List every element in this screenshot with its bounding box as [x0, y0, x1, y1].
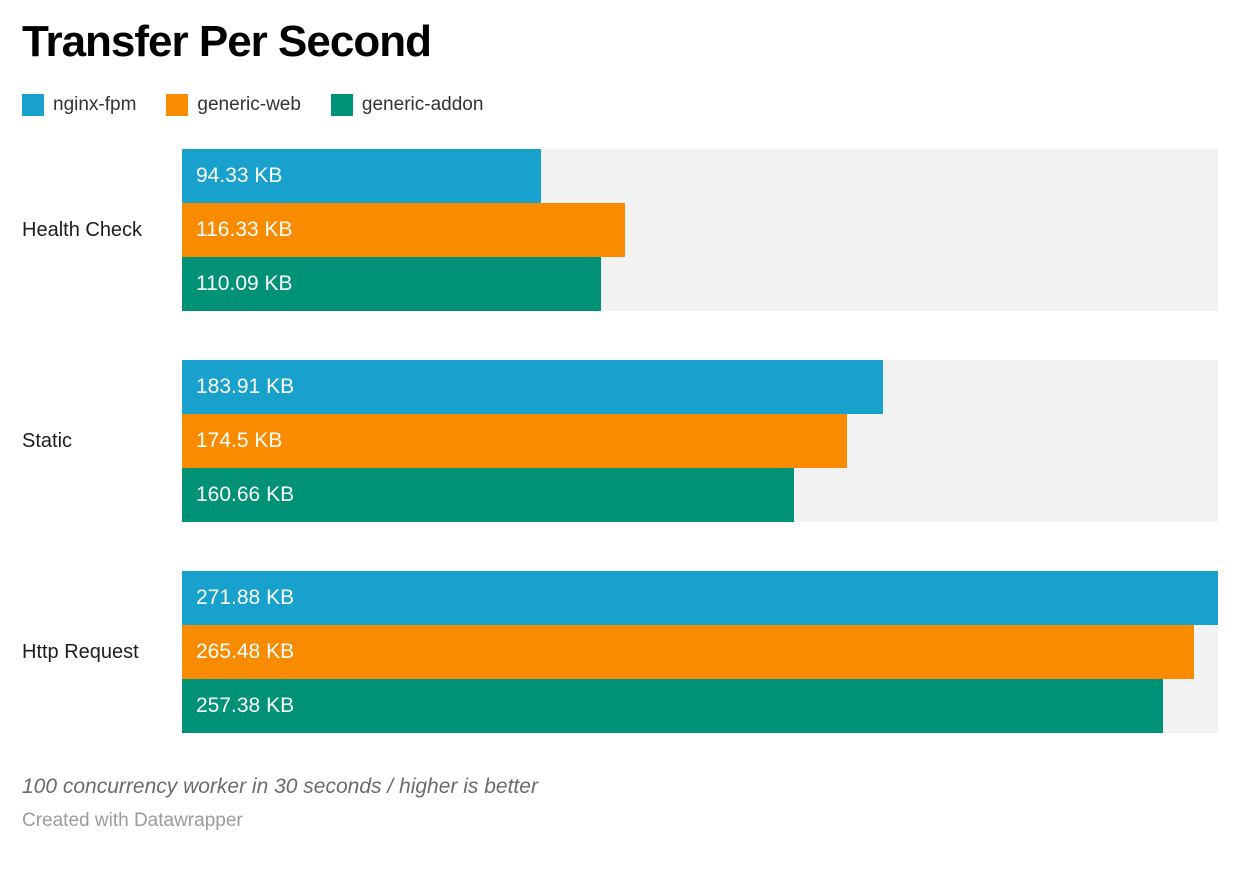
category-label-static: Static [22, 429, 73, 452]
legend-label-generic-web: generic-web [197, 94, 301, 116]
bar-http-request-generic-addon: 257.38 KB [182, 679, 1163, 734]
bar-track: 110.09 KB [182, 257, 1218, 312]
bar-group-health-check: Health Check 94.33 KB 116.33 KB 110.09 K… [22, 149, 1218, 312]
bar-value-label: 265.48 KB [196, 640, 295, 664]
bar-group-static: Static 183.91 KB 174.5 KB 160.66 KB [22, 360, 1218, 523]
bar-static-generic-addon: 160.66 KB [182, 468, 795, 523]
bar-static-nginx-fpm: 183.91 KB [182, 360, 883, 415]
bar-track: 174.5 KB [182, 414, 1218, 469]
legend-item-nginx-fpm: nginx-fpm [22, 94, 137, 117]
bar-value-label: 94.33 KB [196, 164, 283, 188]
bar-http-request-nginx-fpm: 271.88 KB [182, 571, 1218, 626]
bar-value-label: 257.38 KB [196, 694, 295, 718]
legend-item-generic-addon: generic-addon [330, 94, 484, 117]
bar-value-label: 110.09 KB [196, 272, 293, 296]
bar-group-bars: 94.33 KB 116.33 KB 110.09 KB [182, 149, 1218, 312]
bar-static-generic-web: 174.5 KB [182, 414, 847, 469]
legend-swatch-generic-addon [330, 94, 353, 117]
bar-track: 257.38 KB [182, 679, 1218, 734]
bar-group-bars: 183.91 KB 174.5 KB 160.66 KB [182, 360, 1218, 523]
bar-value-label: 271.88 KB [196, 586, 295, 610]
legend: nginx-fpm generic-web generic-addon [22, 94, 1218, 117]
bar-health-check-generic-web: 116.33 KB [182, 203, 626, 258]
datawrapper-attribution: Created with Datawrapper [22, 810, 243, 832]
bar-track: 265.48 KB [182, 625, 1218, 680]
bar-track: 160.66 KB [182, 468, 1218, 523]
bar-track: 116.33 KB [182, 203, 1218, 258]
chart-container: Transfer Per Second nginx-fpm generic-we… [0, 17, 1240, 832]
bar-group-http-request: Http Request 271.88 KB 265.48 KB 257.38 … [22, 571, 1218, 734]
legend-swatch-generic-web [166, 94, 189, 117]
bar-http-request-generic-web: 265.48 KB [182, 625, 1194, 680]
bar-health-check-nginx-fpm: 94.33 KB [182, 149, 542, 204]
chart-title: Transfer Per Second [22, 17, 432, 66]
category-label-http-request: Http Request [22, 640, 139, 663]
bar-health-check-generic-addon: 110.09 KB [182, 257, 602, 312]
chart-note: 100 concurrency worker in 30 seconds / h… [22, 775, 538, 799]
bar-track: 183.91 KB [182, 360, 1218, 415]
legend-swatch-nginx-fpm [22, 94, 44, 117]
legend-label-nginx-fpm: nginx-fpm [53, 94, 137, 116]
bar-group-bars: 271.88 KB 265.48 KB 257.38 KB [182, 571, 1218, 734]
bar-track: 271.88 KB [182, 571, 1218, 626]
bar-track: 94.33 KB [182, 149, 1218, 204]
legend-label-generic-addon: generic-addon [361, 94, 484, 116]
legend-item-generic-web: generic-web [166, 94, 301, 117]
bar-value-label: 116.33 KB [196, 218, 293, 242]
category-label-health-check: Health Check [22, 218, 143, 241]
bar-value-label: 183.91 KB [196, 375, 295, 399]
bar-value-label: 174.5 KB [196, 429, 283, 453]
bar-chart: Health Check 94.33 KB 116.33 KB 110.09 K… [22, 149, 1218, 734]
bar-value-label: 160.66 KB [196, 483, 295, 507]
